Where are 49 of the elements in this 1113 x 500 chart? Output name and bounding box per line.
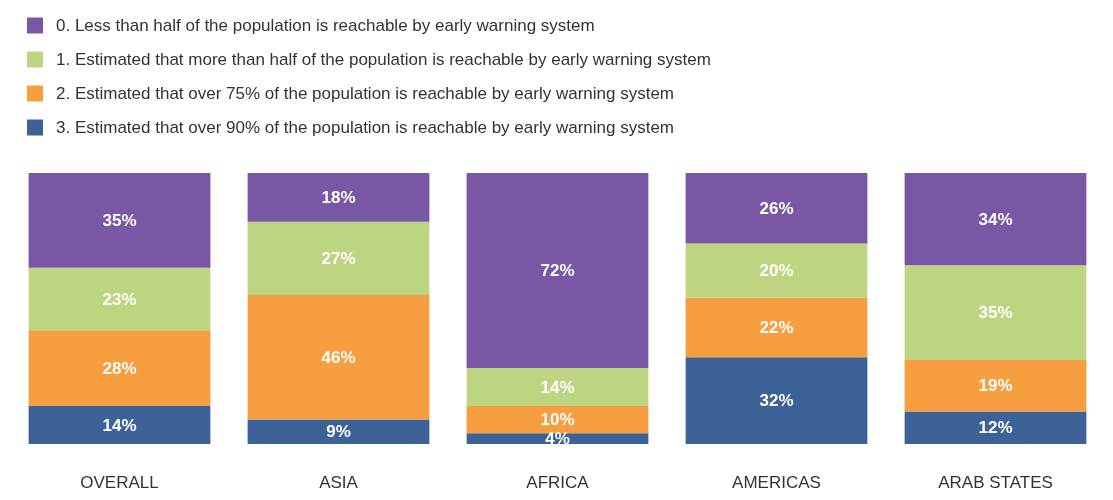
bar xyxy=(466,368,649,407)
data-label: 20% xyxy=(759,261,794,281)
bar xyxy=(247,419,430,444)
legend-label: 0. Less than half of the population is reachable by early warning system xyxy=(56,16,595,35)
data-label: 22% xyxy=(759,317,794,337)
x-tick-label: OVERALL xyxy=(80,473,159,492)
bar xyxy=(466,173,649,369)
data-label: 35% xyxy=(102,210,137,230)
data-label: 32% xyxy=(759,391,794,411)
x-tick-label: AFRICA xyxy=(526,473,590,492)
legend-label: 2. Estimated that over 75% of the population is reachable by early warning system xyxy=(56,84,675,103)
data-label: 26% xyxy=(759,198,794,218)
legend-label: 3. Estimated that over 90% of the population is reachable by early warning system xyxy=(56,118,675,137)
bar xyxy=(247,173,430,222)
bar xyxy=(28,406,211,444)
data-label: 19% xyxy=(978,376,1013,396)
bar xyxy=(685,243,868,298)
bar xyxy=(904,359,1087,412)
data-label: 10% xyxy=(540,410,575,430)
bar xyxy=(904,173,1087,266)
bar xyxy=(466,406,649,434)
x-tick-label: ARAB STATES xyxy=(938,473,1053,492)
data-label: 14% xyxy=(102,415,137,435)
x-tick-label: ASIA xyxy=(319,473,359,492)
data-label: 9% xyxy=(326,422,351,442)
data-label: 34% xyxy=(978,209,1013,229)
data-label: 23% xyxy=(102,289,137,309)
bar xyxy=(904,265,1087,360)
bar xyxy=(904,411,1087,444)
bar xyxy=(685,357,868,444)
data-label: 72% xyxy=(540,261,575,281)
data-label: 18% xyxy=(321,187,356,207)
data-label: 46% xyxy=(321,347,356,367)
data-label: 35% xyxy=(978,303,1013,323)
legend-label: 1. Estimated that more than half of the population is reachable by early warning system xyxy=(56,50,711,69)
x-tick-label: AMERICAS xyxy=(732,473,821,492)
bar xyxy=(247,294,430,420)
data-label: 12% xyxy=(978,418,1013,438)
data-label: 27% xyxy=(321,248,356,268)
bar xyxy=(28,173,211,268)
bar xyxy=(28,330,211,407)
bar xyxy=(685,173,868,244)
bar xyxy=(247,221,430,295)
bar xyxy=(28,267,211,331)
data-label: 4% xyxy=(545,429,570,449)
bar xyxy=(466,433,649,444)
data-label: 14% xyxy=(540,377,575,397)
bar xyxy=(685,297,868,358)
data-label: 28% xyxy=(102,358,137,378)
